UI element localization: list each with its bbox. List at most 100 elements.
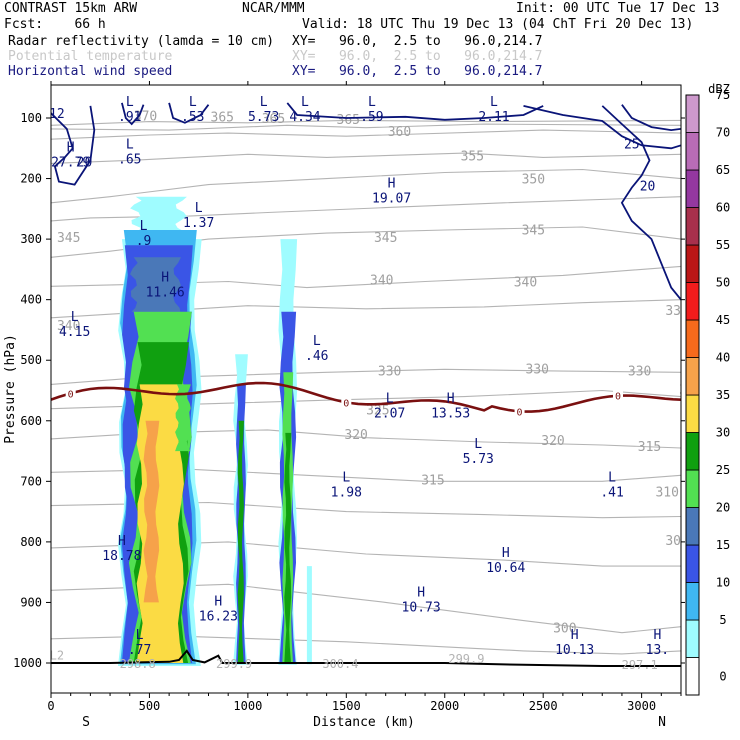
colorbar-label: 70 — [716, 126, 730, 140]
extremum-type: H — [447, 392, 455, 407]
extremum-type: H — [653, 628, 661, 643]
theta-label: 365 — [337, 113, 360, 128]
extremum-value: .59 — [360, 110, 383, 125]
extremum-value: 19.07 — [372, 192, 411, 207]
theta-label: 340 — [514, 275, 537, 290]
wind-contour-line — [286, 102, 544, 121]
extremum-value: 13.53 — [431, 407, 470, 422]
colorbar-label: 50 — [716, 276, 730, 290]
wind-speed-contours: 12 20 25 20 — [51, 102, 681, 301]
theta-label: 320 — [344, 428, 367, 443]
extremum-type: H — [161, 271, 169, 286]
colorbar-label: 35 — [716, 388, 730, 402]
theta-label: 350 — [522, 172, 545, 187]
extremum-value: 11.46 — [146, 286, 185, 301]
theta-label: 340 — [370, 274, 393, 289]
surface-theta-label: 300.4 — [322, 657, 358, 671]
extremum-type: L — [301, 95, 309, 110]
freezing-level-label: 0 — [615, 392, 621, 403]
theta-label: 340 — [57, 319, 80, 334]
colorbar-label: 20 — [716, 501, 730, 515]
colorbar-swatch — [685, 394, 700, 433]
extrema-labels: H27.79L.65L.91L.53L5.73L4.34L.59L2.11L1.… — [51, 95, 669, 658]
colorbar-swatch — [685, 544, 700, 583]
extremum-value: 13. — [646, 643, 669, 658]
freezing-label-bg — [341, 396, 352, 408]
freezing-level: 0 0 0 0 — [51, 381, 681, 418]
wind-contour-line — [51, 105, 96, 186]
field2-coords: XY= 96.0, 2.5 to 96.0,214.7 — [292, 49, 543, 64]
freezing-level-label: 0 — [68, 389, 74, 400]
colorbar-swatch — [685, 469, 700, 508]
surface-theta-label: L2 — [50, 648, 64, 662]
y-tick-label: 100 — [20, 111, 42, 125]
theta-label: 330 — [526, 363, 549, 378]
field3-title: Horizontal wind speed — [8, 64, 173, 79]
theta-label: 300 — [553, 622, 576, 637]
theta-contour-line — [51, 123, 681, 131]
x-axis-title: Distance (km) — [313, 715, 415, 730]
colorbar-swatch — [685, 244, 700, 283]
valid-time: Valid: 18 UTC Thu 19 Dec 13 (04 ChT Fri … — [302, 17, 694, 32]
extremum-type: L — [71, 310, 79, 325]
theta-label: 355 — [461, 149, 484, 164]
x-tick-label: 0 — [47, 699, 54, 713]
extremum-type: L — [368, 95, 376, 110]
freezing-label-bg — [65, 387, 76, 399]
extremum-value: 10.73 — [402, 600, 441, 615]
extremum-value: .41 — [600, 485, 623, 500]
colorbar-swatch — [685, 207, 700, 246]
theta-label: 310 — [655, 485, 678, 500]
south-label: S — [82, 715, 90, 730]
wind-contour-line — [168, 102, 210, 124]
extremum-type: L — [474, 437, 482, 452]
extremum-type: L — [313, 334, 321, 349]
reflectivity-cell — [237, 420, 244, 663]
reflectivity-cell — [284, 432, 292, 663]
y-tick-label: 500 — [20, 353, 42, 367]
extremum-value: 2.07 — [374, 407, 405, 422]
freezing-label-bg — [514, 405, 525, 417]
colorbar-label: 5 — [719, 613, 726, 627]
y-tick-label: 800 — [20, 535, 42, 549]
wind-contour-line — [523, 105, 681, 150]
extremum-value: 1.98 — [331, 485, 362, 500]
extremum-type: H — [67, 140, 75, 155]
colorbar-swatch — [685, 507, 700, 546]
theta-label: 345 — [522, 223, 545, 238]
colorbar-label: 60 — [716, 201, 730, 215]
surface-theta-label: 298.8 — [120, 657, 156, 671]
colorbar-label: 15 — [716, 538, 730, 552]
surface-theta-label: 299.9 — [216, 657, 252, 671]
extremum-value: 16.23 — [199, 609, 238, 624]
colorbar-swatch — [685, 432, 700, 471]
colorbar-label: 55 — [716, 238, 730, 252]
colorbar-label: 65 — [716, 163, 730, 177]
theta-label: 360 — [388, 125, 411, 140]
reflectivity-cell — [143, 420, 160, 603]
extremum-value: 4.34 — [289, 110, 320, 125]
colorbar-label: 25 — [716, 463, 730, 477]
extremum-type: L — [195, 201, 203, 216]
y-tick-label: 300 — [20, 232, 42, 246]
x-tick-label: 2500 — [529, 699, 558, 713]
colorbar-swatch — [685, 94, 700, 133]
theta-label: 325 — [679, 383, 702, 398]
theta-label: 345 — [57, 231, 80, 246]
field1-coords: XY= 96.0, 2.5 to 96.0,214.7 — [292, 34, 543, 49]
x-tick-label: 500 — [139, 699, 161, 713]
colorbar-label: 40 — [716, 351, 730, 365]
extremum-type: L — [386, 392, 394, 407]
theta-label: 330 — [378, 364, 401, 379]
y-tick-label: 1000 — [13, 656, 42, 670]
colorbar-label: 30 — [716, 426, 730, 440]
wind-label: 25 — [624, 137, 640, 152]
colorbar-label: 0 — [719, 669, 726, 683]
field1-title: Radar reflectivity (lamda = 10 cm) — [8, 34, 275, 49]
theta-label: 365 — [262, 112, 285, 127]
theta-label: 325 — [366, 404, 389, 419]
axes: 0 500 1000 1500 2000 2500 30001002003004005006… — [3, 81, 685, 730]
colorbar-label: 10 — [716, 576, 730, 590]
colorbar-swatch — [685, 282, 700, 321]
freezing-level-label: 0 — [517, 407, 523, 418]
